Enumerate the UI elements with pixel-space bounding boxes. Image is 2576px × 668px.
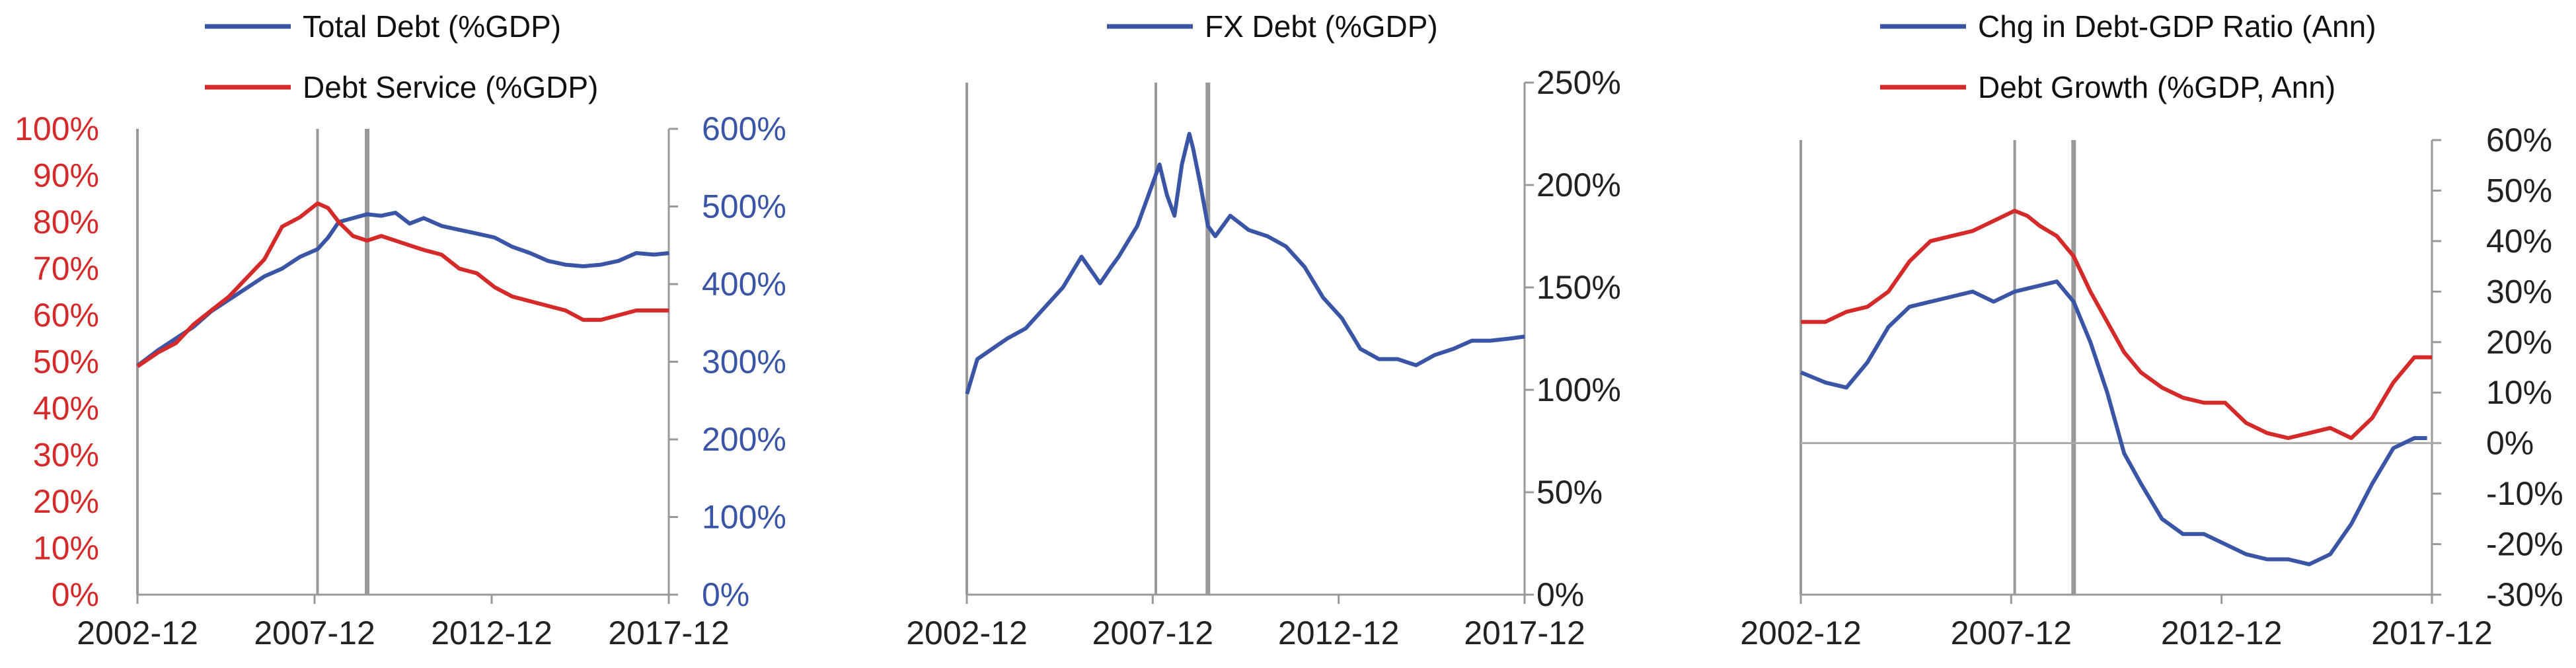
left-axis-tick-label: 70% [33, 250, 99, 287]
left-axis-tick-label: 90% [33, 157, 99, 194]
right-axis-tick-label: 50% [1536, 474, 1603, 511]
right-axis-tick-label: 60% [2486, 122, 2552, 159]
right-axis-tick-label: 50% [2486, 172, 2552, 209]
left-axis-tick-label: 50% [33, 344, 99, 381]
legend-label-1: Chg in Debt-GDP Ratio (Ann) [1978, 9, 2376, 44]
left-axis-tick-label: 40% [33, 390, 99, 427]
legend-label-1: FX Debt (%GDP) [1205, 9, 1438, 44]
right-axis-tick-label: 0% [1536, 576, 1584, 613]
right-axis-tick-label: 500% [702, 188, 786, 225]
left-axis-tick-label: 20% [33, 483, 99, 520]
x-axis-tick-label: 2017-12 [608, 614, 730, 651]
x-axis-tick-label: 2002-12 [1740, 614, 1862, 651]
left-axis-tick-label: 30% [33, 437, 99, 474]
x-axis-tick-label: 2017-12 [1464, 614, 1585, 651]
right-axis-tick-label: 0% [2486, 425, 2534, 462]
right-axis-tick-label: 200% [1536, 167, 1621, 204]
right-axis-tick-label: 0% [702, 576, 749, 613]
series-line-2 [1801, 209, 2433, 440]
left-axis-tick-label: 100% [15, 110, 99, 147]
right-axis-tick-label: 400% [702, 266, 786, 303]
series-line-1 [965, 131, 1525, 395]
series-line-1 [136, 210, 669, 367]
left-axis-tick-label: 80% [33, 204, 99, 241]
right-axis-tick-label: -10% [2486, 475, 2563, 512]
x-axis-tick-label: 2002-12 [77, 614, 198, 651]
right-axis-tick-label: 150% [1536, 269, 1621, 306]
right-axis-tick-label: -30% [2486, 576, 2563, 613]
left-axis-tick-label: 10% [33, 530, 99, 567]
right-axis-tick-label: 20% [2486, 324, 2552, 361]
right-axis-tick-label: -20% [2486, 526, 2563, 563]
right-axis-tick-label: 100% [1536, 371, 1621, 408]
x-axis-tick-label: 2002-12 [906, 614, 1028, 651]
left-axis-tick-label: 60% [33, 297, 99, 334]
right-axis-tick-label: 200% [702, 421, 786, 458]
right-axis-tick-label: 30% [2486, 273, 2552, 310]
x-axis-tick-label: 2017-12 [2371, 614, 2493, 651]
x-axis-tick-label: 2012-12 [2161, 614, 2283, 651]
right-axis-tick-label: 250% [1536, 64, 1621, 101]
x-axis-tick-label: 2007-12 [1951, 614, 2072, 651]
series-line-1 [1800, 279, 2427, 567]
left-axis-tick-label: 0% [52, 576, 99, 613]
legend-label-2: Debt Growth (%GDP, Ann) [1978, 70, 2335, 104]
right-axis-tick-label: 100% [702, 499, 786, 536]
x-axis-tick-label: 2007-12 [254, 614, 375, 651]
series-line-2 [136, 201, 669, 368]
right-axis-tick-label: 600% [702, 110, 786, 147]
x-axis-tick-label: 2012-12 [1278, 614, 1400, 651]
legend-label-1: Total Debt (%GDP) [303, 9, 561, 44]
right-axis-tick-label: 40% [2486, 223, 2552, 260]
right-axis-tick-label: 10% [2486, 374, 2552, 411]
legend-label-2: Debt Service (%GDP) [303, 70, 598, 104]
x-axis-tick-label: 2012-12 [431, 614, 552, 651]
x-axis-tick-label: 2007-12 [1092, 614, 1214, 651]
right-axis-tick-label: 300% [702, 344, 786, 381]
